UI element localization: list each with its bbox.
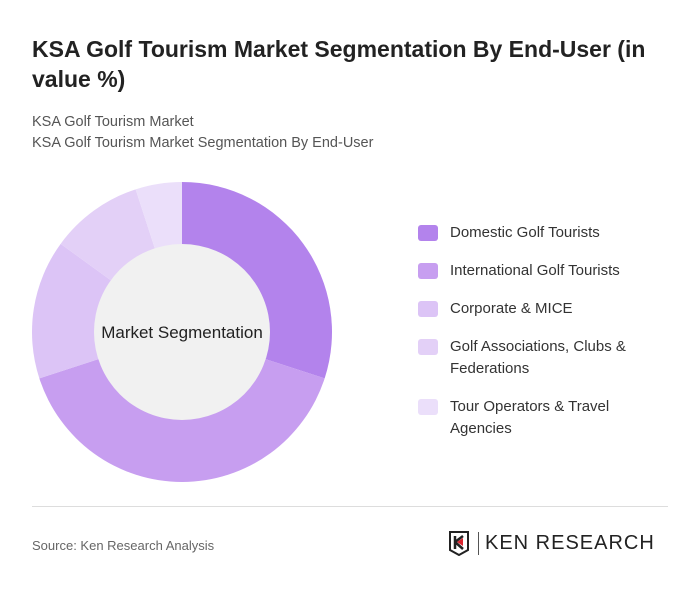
source-note: Source: Ken Research Analysis [32, 538, 215, 553]
subtitle-market: KSA Golf Tourism Market [32, 114, 194, 130]
ken-research-logo: KEN RESEARCH [448, 530, 655, 556]
donut-center [94, 244, 270, 420]
donut-chart: Market Segmentation [32, 182, 332, 482]
legend-item: Golf Associations, Clubs & Federations [418, 336, 668, 380]
subtitle-segmentation: KSA Golf Tourism Market Segmentation By … [32, 135, 374, 151]
legend-item: Domestic Golf Tourists [418, 222, 668, 244]
chart-title: KSA Golf Tourism Market Segmentation By … [32, 36, 646, 92]
legend: Domestic Golf Tourists International Golf… [418, 222, 668, 456]
legend-label: Domestic Golf Tourists [450, 224, 600, 241]
logo-text: KEN RESEARCH [478, 531, 655, 555]
legend-swatch [418, 399, 438, 415]
legend-swatch [418, 225, 438, 241]
legend-label: Corporate & MICE [450, 300, 573, 317]
legend-label: Tour Operators & Travel Agencies [450, 398, 610, 437]
legend-item: Tour Operators & Travel Agencies [418, 396, 668, 440]
divider [32, 506, 668, 507]
legend-label: Golf Associations, Clubs & Federations [450, 338, 626, 377]
legend-label: International Golf Tourists [450, 262, 620, 279]
legend-swatch [418, 263, 438, 279]
legend-item: Corporate & MICE [418, 298, 668, 320]
ken-logo-icon [449, 531, 469, 556]
legend-swatch [418, 301, 438, 317]
legend-item: International Golf Tourists [418, 260, 668, 282]
center-label: Market Segmentation [101, 323, 263, 342]
legend-swatch [418, 339, 438, 355]
